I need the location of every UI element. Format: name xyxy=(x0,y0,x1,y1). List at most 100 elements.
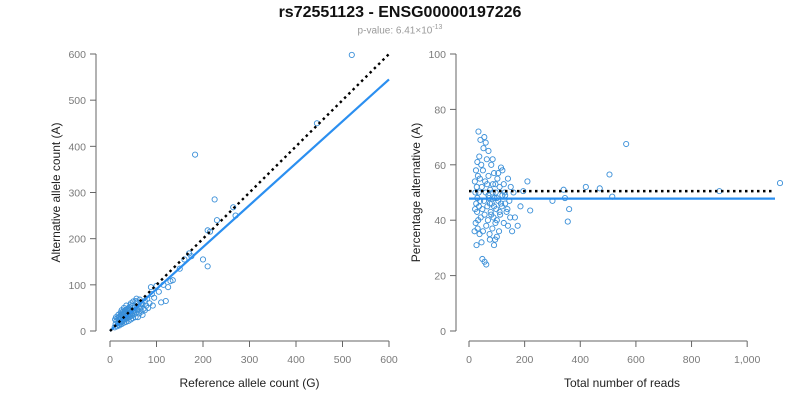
data-point xyxy=(116,314,123,321)
data-point xyxy=(487,208,494,215)
data-point xyxy=(123,306,130,313)
data-point xyxy=(485,147,492,154)
data-point xyxy=(474,172,481,179)
y-axis-title: Alternative allele count (A) xyxy=(49,122,63,262)
data-point xyxy=(503,208,510,215)
data-point xyxy=(169,277,176,284)
y-tick-label: 0 xyxy=(440,326,446,338)
data-point xyxy=(507,214,514,221)
data-point xyxy=(495,228,503,235)
data-point xyxy=(517,203,524,210)
data-point xyxy=(474,158,481,166)
data-point xyxy=(148,291,155,298)
data-point xyxy=(514,222,521,229)
data-point xyxy=(493,233,500,240)
data-point xyxy=(121,308,128,315)
data-point xyxy=(192,151,199,158)
data-point xyxy=(489,181,496,188)
x-tick-label: 0 xyxy=(107,354,113,366)
data-point xyxy=(488,161,495,168)
x-tick-label: 1,000 xyxy=(734,354,760,366)
y-tick-label: 0 xyxy=(80,326,86,338)
chart-title: rs72551123 - ENSG00000197226 xyxy=(278,4,522,21)
data-point xyxy=(504,175,511,182)
data-point xyxy=(500,219,507,227)
data-point xyxy=(483,156,490,163)
y-tick-label: 40 xyxy=(434,215,446,227)
data-point xyxy=(496,208,503,215)
y-axis-title: Percentage alternative (A) xyxy=(409,123,423,262)
y-tick-label: 60 xyxy=(434,160,446,172)
data-point xyxy=(486,230,493,238)
data-point xyxy=(475,189,482,196)
data-point xyxy=(206,228,214,235)
data-point xyxy=(494,175,501,182)
data-point xyxy=(479,167,486,174)
data-point xyxy=(484,217,491,224)
data-point xyxy=(472,219,479,227)
data-point xyxy=(478,239,485,246)
y-tick-label: 100 xyxy=(428,49,446,61)
p-value-subtitle: p-value: 6.41×10-13 xyxy=(0,24,800,36)
data-point xyxy=(489,156,496,163)
data-point xyxy=(479,206,486,213)
data-point xyxy=(483,261,490,268)
data-point xyxy=(176,265,183,272)
fit-line xyxy=(109,78,390,332)
data-point xyxy=(485,172,492,179)
data-point xyxy=(510,189,517,196)
data-point xyxy=(471,228,478,235)
p-value-exponent: -13 xyxy=(432,24,443,31)
data-point xyxy=(481,211,488,218)
data-point xyxy=(133,295,140,302)
data-point xyxy=(490,170,498,177)
data-point xyxy=(473,183,480,191)
x-tick-label: 100 xyxy=(148,354,166,366)
data-point xyxy=(492,181,499,188)
x-tick-label: 600 xyxy=(627,354,645,366)
y-tick-label: 400 xyxy=(68,141,86,153)
x-tick-label: 200 xyxy=(516,354,534,366)
data-point xyxy=(476,230,483,238)
x-tick-label: 500 xyxy=(334,354,352,366)
right-scatter-panel: 0 200 400 600 800 1,000 0 20 40 60 80 100 Total numb… xyxy=(409,49,784,390)
data-point xyxy=(582,183,589,191)
data-point xyxy=(139,311,146,318)
data-point xyxy=(606,171,613,178)
data-point xyxy=(500,181,507,188)
data-point xyxy=(502,200,509,207)
x-tick-label: 800 xyxy=(683,354,701,366)
data-point xyxy=(472,167,480,174)
data-point xyxy=(134,314,141,321)
data-point xyxy=(213,217,220,224)
data-point xyxy=(477,136,484,143)
data-point xyxy=(211,196,218,203)
data-point xyxy=(509,228,516,235)
data-point xyxy=(118,312,125,319)
y-tick-label: 20 xyxy=(434,271,446,283)
data-point xyxy=(155,288,162,295)
data-point xyxy=(478,161,485,168)
left-scatter-panel: 0 100 200 300 400 500 600 0 100 200 300 400 500 600 Re… xyxy=(49,49,398,390)
data-point xyxy=(472,189,479,196)
data-point xyxy=(489,189,496,196)
data-point xyxy=(181,256,188,263)
data-point xyxy=(471,178,478,185)
data-point xyxy=(776,180,784,187)
x-tick-label: 600 xyxy=(380,354,398,366)
data-point xyxy=(492,219,499,227)
data-point xyxy=(504,206,511,213)
data-point xyxy=(119,310,127,317)
data-point xyxy=(479,255,486,263)
data-point xyxy=(560,186,567,193)
data-point xyxy=(486,236,493,243)
data-point xyxy=(479,228,486,235)
data-point xyxy=(566,206,573,213)
x-tick-label: 400 xyxy=(572,354,590,366)
y-tick-label: 100 xyxy=(68,280,86,292)
data-point xyxy=(348,51,355,58)
data-point xyxy=(497,164,505,171)
data-point xyxy=(520,188,527,195)
data-point xyxy=(484,181,491,188)
y-tick-label: 200 xyxy=(68,234,86,246)
